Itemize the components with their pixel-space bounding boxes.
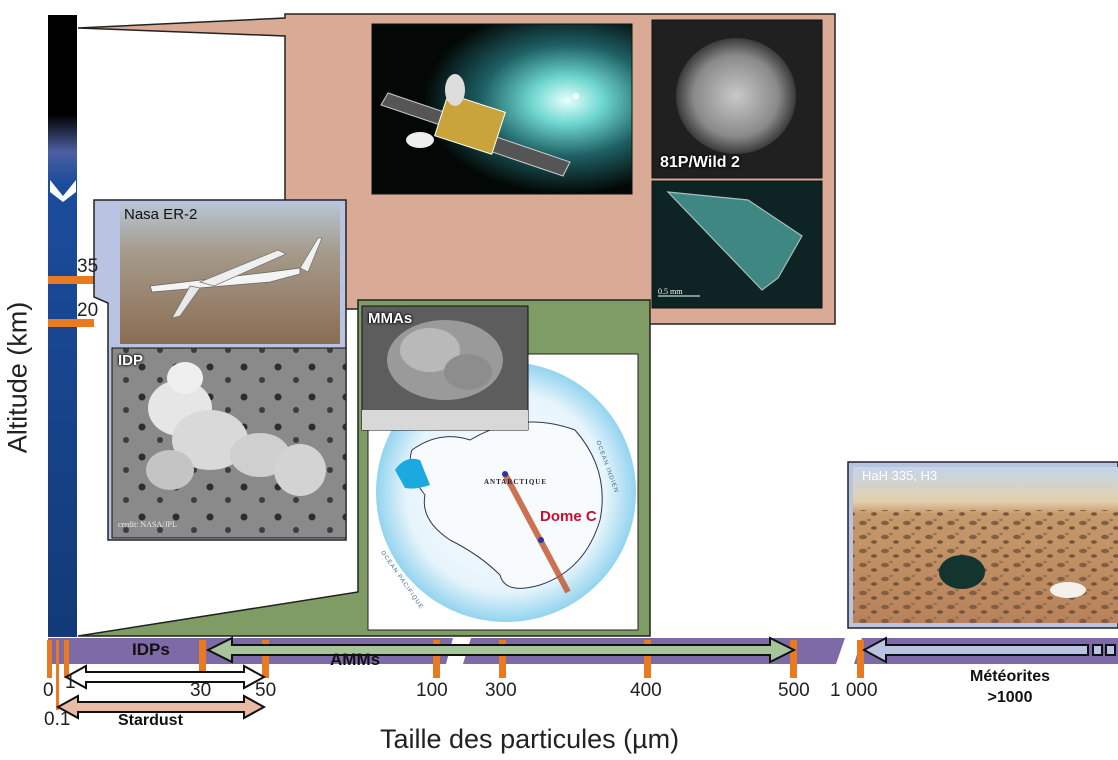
meteorite-reference-object	[1050, 582, 1086, 598]
size-label-0: 0	[43, 680, 54, 701]
altitude-tick-35	[48, 276, 94, 284]
idp-caption: IDP	[118, 352, 144, 369]
idps-range-label: IDPs	[132, 640, 170, 659]
comet-nucleus	[676, 38, 796, 154]
amms-range-label: AMMs	[330, 650, 381, 669]
antarctique-label: ANTARCTIQUE	[484, 478, 547, 486]
altitude-label-20: 20	[77, 300, 99, 321]
size-ticks	[47, 640, 864, 710]
aerogel-scale-label: 0.5 mm	[658, 287, 683, 296]
stardust-range-arrow	[55, 694, 267, 720]
meteorites-range-label: Météorites >1000	[940, 668, 1080, 707]
size-label-30: 30	[190, 680, 212, 701]
idp-credit: credit: NASA/JPL	[118, 520, 177, 529]
meteorite-caption: HaH 335, H3	[862, 468, 938, 483]
antarctica-peninsula-sea	[395, 458, 430, 489]
aerogel-track	[666, 191, 803, 291]
meteorite-stone	[939, 555, 985, 589]
altitude-label-35: 35	[77, 256, 99, 277]
altitude-break-chevron	[50, 180, 76, 202]
comet-caption: 81P/Wild 2	[660, 154, 740, 171]
size-label-50: 50	[255, 680, 277, 701]
idp-range-arrow	[63, 664, 267, 690]
plane-caption: Nasa ER-2	[124, 206, 198, 223]
er2-plane	[149, 237, 323, 319]
meteorites-label-line2: >1000	[987, 689, 1033, 706]
mma-sem-metadata-bar	[362, 410, 528, 430]
x-axis-label: Taille des particules (µm)	[380, 724, 680, 754]
size-label-1000: 1 000	[830, 680, 878, 701]
size-label-100: 100	[416, 680, 448, 701]
altitude-tick-20	[48, 319, 94, 327]
size-label-300: 300	[485, 680, 517, 701]
mma-caption: MMAs	[368, 310, 413, 327]
meteorite-range-arrow	[861, 636, 1116, 664]
meteorites-label-line1: Météorites	[969, 668, 1051, 685]
idp-particle	[146, 362, 326, 496]
south-pole-marker	[502, 471, 508, 477]
size-label-400: 400	[630, 680, 662, 701]
size-label-500: 500	[778, 680, 810, 701]
dome-c-traverse-path	[502, 472, 571, 594]
amm-range-arrow	[205, 636, 797, 664]
size-label-1: 1	[65, 672, 76, 693]
dome-c-label: Dome C	[540, 508, 597, 525]
size-label-0-1: 0.1	[44, 709, 71, 730]
stardust-spacecraft	[380, 74, 579, 177]
stardust-range-label: Stardust	[118, 712, 183, 729]
mma-particle	[387, 320, 503, 400]
dome-c-marker	[538, 537, 544, 543]
